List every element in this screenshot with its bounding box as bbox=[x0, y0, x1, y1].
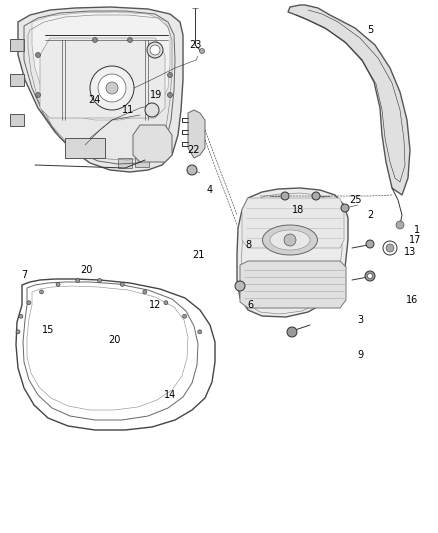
Circle shape bbox=[16, 330, 20, 334]
Circle shape bbox=[145, 103, 159, 117]
Circle shape bbox=[167, 93, 173, 98]
Text: 15: 15 bbox=[42, 325, 54, 335]
Circle shape bbox=[90, 66, 134, 110]
Circle shape bbox=[150, 45, 160, 55]
Circle shape bbox=[143, 290, 147, 294]
Text: 16: 16 bbox=[406, 295, 418, 305]
Circle shape bbox=[383, 241, 397, 255]
Text: 2: 2 bbox=[367, 210, 373, 220]
Circle shape bbox=[386, 244, 394, 252]
Text: 7: 7 bbox=[21, 270, 27, 280]
Text: 12: 12 bbox=[149, 300, 161, 310]
Circle shape bbox=[35, 52, 40, 58]
Text: 24: 24 bbox=[88, 95, 100, 105]
Circle shape bbox=[127, 37, 133, 43]
Text: 17: 17 bbox=[409, 235, 421, 245]
Polygon shape bbox=[32, 12, 170, 120]
Circle shape bbox=[147, 42, 163, 58]
Circle shape bbox=[396, 221, 404, 229]
Polygon shape bbox=[18, 7, 183, 172]
Circle shape bbox=[39, 290, 43, 294]
Circle shape bbox=[281, 192, 289, 200]
FancyBboxPatch shape bbox=[10, 39, 24, 51]
Ellipse shape bbox=[262, 225, 318, 255]
Circle shape bbox=[187, 165, 197, 175]
Polygon shape bbox=[40, 38, 165, 118]
Polygon shape bbox=[240, 261, 346, 308]
Text: 20: 20 bbox=[108, 335, 120, 345]
FancyBboxPatch shape bbox=[118, 158, 132, 168]
Polygon shape bbox=[133, 125, 172, 162]
Circle shape bbox=[341, 204, 349, 212]
Polygon shape bbox=[237, 188, 348, 317]
Text: 22: 22 bbox=[187, 145, 199, 155]
Circle shape bbox=[19, 314, 23, 318]
Circle shape bbox=[287, 327, 297, 337]
Text: 19: 19 bbox=[150, 90, 162, 100]
Circle shape bbox=[183, 314, 187, 318]
Text: 20: 20 bbox=[80, 265, 92, 275]
Text: 18: 18 bbox=[292, 205, 304, 215]
Circle shape bbox=[56, 282, 60, 286]
Circle shape bbox=[98, 278, 102, 282]
Circle shape bbox=[284, 234, 296, 246]
Circle shape bbox=[106, 82, 118, 94]
Text: 1: 1 bbox=[414, 225, 420, 235]
FancyBboxPatch shape bbox=[10, 74, 24, 86]
FancyBboxPatch shape bbox=[10, 114, 24, 126]
Circle shape bbox=[76, 278, 80, 282]
Circle shape bbox=[235, 281, 245, 291]
Text: 5: 5 bbox=[367, 25, 373, 35]
Circle shape bbox=[367, 273, 372, 279]
Circle shape bbox=[312, 192, 320, 200]
Polygon shape bbox=[288, 5, 410, 195]
Circle shape bbox=[167, 72, 173, 77]
Circle shape bbox=[92, 37, 98, 43]
Circle shape bbox=[120, 282, 124, 286]
Circle shape bbox=[35, 93, 40, 98]
Polygon shape bbox=[65, 138, 105, 158]
Text: 23: 23 bbox=[189, 40, 201, 50]
Text: 25: 25 bbox=[349, 195, 361, 205]
Ellipse shape bbox=[270, 230, 310, 250]
Text: 3: 3 bbox=[357, 315, 363, 325]
Circle shape bbox=[164, 301, 168, 305]
Circle shape bbox=[98, 74, 126, 102]
Text: 13: 13 bbox=[404, 247, 416, 257]
Circle shape bbox=[27, 301, 31, 305]
Polygon shape bbox=[188, 110, 205, 158]
Circle shape bbox=[199, 49, 205, 53]
Text: 9: 9 bbox=[357, 350, 363, 360]
Circle shape bbox=[198, 330, 202, 334]
Text: 8: 8 bbox=[245, 240, 251, 250]
Text: 14: 14 bbox=[164, 390, 176, 400]
Text: 21: 21 bbox=[192, 250, 204, 260]
Circle shape bbox=[366, 240, 374, 248]
Text: 6: 6 bbox=[247, 300, 253, 310]
Text: 11: 11 bbox=[122, 105, 134, 115]
Text: 4: 4 bbox=[207, 185, 213, 195]
Circle shape bbox=[365, 271, 375, 281]
FancyBboxPatch shape bbox=[135, 157, 149, 167]
Polygon shape bbox=[242, 198, 344, 248]
